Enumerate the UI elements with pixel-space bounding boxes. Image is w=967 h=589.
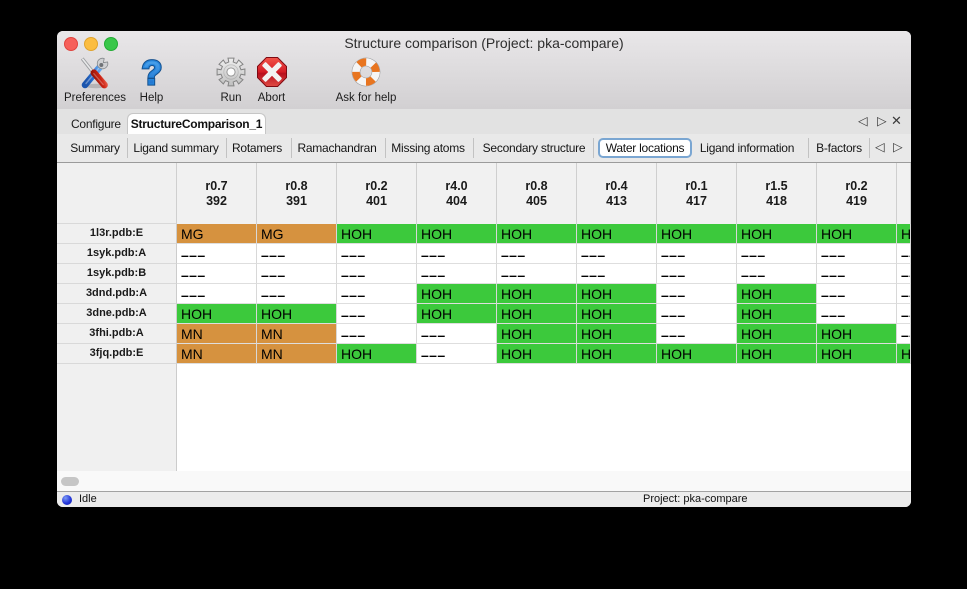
svg-text:?: ? bbox=[142, 56, 162, 88]
svg-text:?: ? bbox=[142, 56, 162, 88]
